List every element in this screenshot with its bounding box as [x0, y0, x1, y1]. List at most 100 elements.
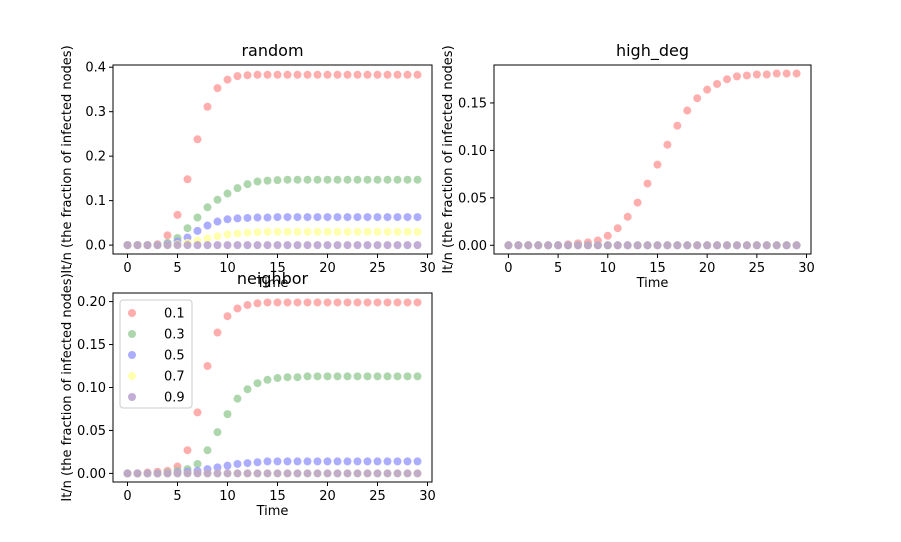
data-point: [283, 70, 292, 79]
chart-random: 0 5 10 15 20 25 30 0.0 0.1 0.2 0.3 0.4 random Time It/…: [60, 41, 436, 291]
y-axis-label: It/n (the fraction of infected nodes): [441, 45, 456, 273]
data-point: [413, 241, 422, 250]
data-point: [173, 469, 182, 478]
data-point: [772, 69, 781, 78]
data-point: [323, 175, 332, 184]
data-point: [253, 299, 262, 308]
data-point: [673, 241, 682, 250]
data-point: [383, 469, 392, 478]
data-point: [343, 372, 352, 381]
data-point: [293, 241, 302, 250]
data-point: [303, 175, 312, 184]
data-point: [243, 469, 252, 478]
data-point: [373, 213, 382, 222]
data-point: [742, 71, 751, 80]
data-point: [363, 241, 372, 250]
data-point: [193, 226, 202, 235]
data-point: [363, 70, 372, 79]
data-point: [403, 457, 412, 466]
data-point: [373, 298, 382, 307]
y-tick-label: 0.10: [77, 381, 106, 396]
data-point: [253, 177, 262, 186]
data-point: [223, 75, 232, 84]
data-point: [333, 213, 342, 222]
data-point: [183, 446, 192, 455]
data-point: [393, 372, 402, 381]
data-point: [283, 373, 292, 382]
data-point: [253, 228, 262, 237]
data-point: [333, 241, 342, 250]
data-point: [313, 70, 322, 79]
data-point: [263, 375, 272, 384]
data-point: [333, 70, 342, 79]
data-point: [403, 372, 412, 381]
data-point: [243, 228, 252, 237]
data-point: [203, 241, 212, 250]
data-point: [343, 469, 352, 478]
data-point: [273, 298, 282, 307]
data-point: [163, 231, 172, 240]
data-point: [223, 469, 232, 478]
data-point: [393, 298, 402, 307]
legend-box: [119, 299, 193, 409]
data-point: [203, 221, 212, 230]
data-point: [613, 224, 622, 233]
x-tick-label: 30: [798, 261, 815, 276]
x-tick-label: 0: [123, 261, 131, 276]
x-tick-label: 25: [749, 261, 766, 276]
data-point: [303, 298, 312, 307]
data-point: [643, 241, 652, 250]
data-point: [353, 213, 362, 222]
data-point: [213, 84, 222, 93]
data-point: [193, 459, 202, 468]
y-axis-label: It/n (the fraction of infected nodes): [60, 45, 75, 273]
data-point: [383, 241, 392, 250]
data-point: [203, 203, 212, 212]
data-point: [752, 70, 761, 79]
chart-title: random: [241, 41, 303, 60]
data-point: [613, 241, 622, 250]
data-point: [173, 241, 182, 250]
data-point: [233, 394, 242, 403]
data-point: [413, 213, 422, 222]
x-tick-label: 5: [554, 261, 562, 276]
y-tick-label: 0.1: [85, 194, 106, 209]
data-point: [283, 227, 292, 236]
data-point: [223, 230, 232, 239]
data-point: [373, 175, 382, 184]
data-point: [233, 214, 242, 223]
data-point: [283, 175, 292, 184]
data-point: [313, 227, 322, 236]
data-point: [273, 374, 282, 383]
data-point: [303, 227, 312, 236]
series-0_9: [123, 241, 422, 250]
data-point: [693, 94, 702, 103]
data-point: [603, 241, 612, 250]
data-point: [683, 106, 692, 115]
data-point: [782, 241, 791, 250]
data-point: [173, 210, 182, 219]
data-point: [203, 234, 212, 243]
data-point: [273, 176, 282, 185]
data-point: [363, 298, 372, 307]
legend-marker: [128, 330, 136, 338]
data-point: [343, 457, 352, 466]
axes-frame: [493, 64, 812, 255]
y-tick-label: 0.2: [85, 150, 106, 165]
data-point: [703, 241, 712, 250]
data-point: [353, 70, 362, 79]
data-point: [504, 241, 513, 250]
y-axis-label: It/n (the fraction of infected nodes): [60, 273, 75, 501]
data-point: [253, 213, 262, 222]
data-point: [313, 457, 322, 466]
data-point: [583, 241, 592, 250]
data-point: [544, 241, 553, 250]
data-point: [193, 408, 202, 417]
legend-label: 0.9: [164, 391, 185, 406]
data-point: [343, 241, 352, 250]
data-point: [403, 175, 412, 184]
data-point: [373, 457, 382, 466]
x-tick-label: 25: [369, 489, 386, 504]
data-point: [293, 70, 302, 79]
x-tick-label: 10: [219, 489, 236, 504]
